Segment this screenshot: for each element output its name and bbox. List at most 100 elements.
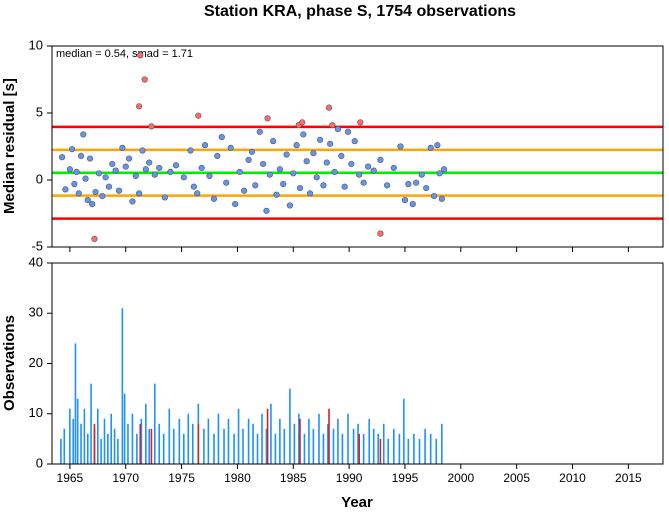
point bbox=[156, 164, 163, 172]
point bbox=[151, 171, 158, 178]
chart-title: Station KRA, phase S, 1754 observations bbox=[204, 3, 516, 20]
point bbox=[357, 119, 364, 126]
point bbox=[245, 156, 252, 163]
bar bbox=[318, 413, 320, 464]
point bbox=[270, 138, 277, 145]
point bbox=[334, 125, 342, 133]
bar bbox=[357, 423, 359, 464]
bar bbox=[107, 433, 109, 464]
bar bbox=[150, 428, 153, 464]
bar bbox=[293, 423, 296, 464]
point bbox=[195, 112, 202, 119]
bar bbox=[435, 438, 438, 464]
bar bbox=[136, 433, 138, 464]
bar bbox=[207, 418, 210, 464]
point bbox=[327, 140, 334, 147]
x-tick-label: 2005 bbox=[503, 471, 530, 485]
bar bbox=[247, 418, 250, 464]
point bbox=[273, 191, 280, 198]
point bbox=[338, 152, 345, 159]
point bbox=[129, 198, 136, 205]
bar bbox=[328, 408, 330, 464]
point bbox=[198, 164, 205, 172]
point bbox=[306, 190, 314, 197]
bar bbox=[69, 408, 71, 464]
bar bbox=[270, 403, 272, 464]
point bbox=[323, 159, 330, 166]
point bbox=[71, 180, 78, 188]
point bbox=[418, 171, 425, 178]
point bbox=[348, 160, 355, 168]
point bbox=[405, 180, 412, 188]
point bbox=[139, 147, 146, 154]
point bbox=[300, 131, 307, 138]
point bbox=[266, 171, 273, 178]
y-tick-label: 5 bbox=[36, 104, 43, 119]
bar bbox=[256, 433, 259, 464]
bar bbox=[153, 383, 156, 464]
bar bbox=[265, 428, 268, 464]
point bbox=[344, 128, 352, 135]
y-tick-label: 20 bbox=[29, 355, 43, 370]
bar bbox=[140, 418, 143, 464]
point bbox=[310, 150, 317, 157]
point bbox=[73, 168, 80, 176]
point bbox=[161, 194, 168, 201]
bar bbox=[76, 398, 79, 464]
y-tick-label: 10 bbox=[29, 37, 43, 52]
bar bbox=[217, 413, 220, 464]
bar bbox=[299, 418, 301, 464]
bar bbox=[368, 418, 371, 464]
point bbox=[248, 148, 256, 155]
point bbox=[293, 142, 300, 149]
point bbox=[377, 230, 384, 237]
bar bbox=[407, 438, 410, 464]
point bbox=[434, 142, 441, 149]
bar bbox=[96, 408, 99, 464]
point bbox=[313, 174, 320, 181]
point bbox=[142, 166, 149, 173]
bar bbox=[298, 413, 300, 464]
point bbox=[264, 115, 271, 122]
x-tick-label: 1965 bbox=[57, 471, 84, 485]
bar bbox=[203, 428, 205, 464]
point bbox=[260, 160, 267, 168]
point bbox=[296, 184, 304, 192]
bar bbox=[379, 438, 382, 464]
bar bbox=[72, 418, 75, 464]
x-tick-label: 2010 bbox=[559, 471, 586, 485]
bar bbox=[242, 428, 244, 464]
bar bbox=[121, 308, 124, 464]
bar bbox=[227, 418, 230, 464]
y-tick-label: 10 bbox=[29, 405, 43, 420]
point bbox=[109, 160, 116, 168]
bar bbox=[308, 418, 310, 464]
bar bbox=[74, 343, 77, 464]
plot-frame bbox=[51, 45, 664, 248]
bar bbox=[341, 433, 344, 464]
point bbox=[280, 180, 287, 188]
bar bbox=[327, 423, 329, 464]
point bbox=[413, 179, 420, 186]
bar bbox=[139, 423, 142, 464]
bar bbox=[123, 393, 126, 464]
point bbox=[325, 104, 333, 111]
bar bbox=[332, 428, 335, 464]
annotation: median = 0.54, smad = 1.71 bbox=[56, 48, 193, 60]
point bbox=[92, 188, 99, 196]
bar bbox=[312, 428, 315, 464]
bar bbox=[191, 423, 194, 464]
bar bbox=[183, 433, 185, 464]
point bbox=[62, 186, 69, 193]
bar bbox=[60, 438, 62, 464]
y-axis-label: Observations bbox=[1, 315, 18, 411]
point bbox=[236, 168, 243, 176]
point bbox=[137, 52, 144, 59]
bar bbox=[127, 423, 129, 464]
point bbox=[303, 158, 310, 165]
point bbox=[105, 183, 113, 190]
bar bbox=[233, 433, 235, 464]
point bbox=[136, 190, 143, 197]
point bbox=[360, 179, 367, 186]
bar bbox=[110, 413, 113, 464]
